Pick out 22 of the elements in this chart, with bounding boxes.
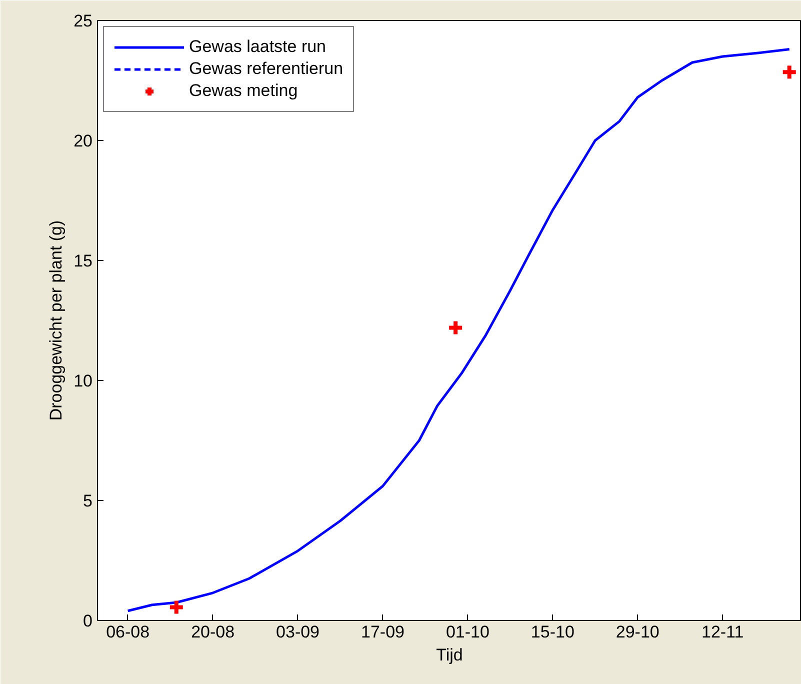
y-tick-label: 5 — [83, 492, 93, 510]
x-tick-label: 06-08 — [106, 622, 150, 642]
y-tick-label: 25 — [74, 12, 93, 30]
x-tick-label: 20-08 — [191, 622, 235, 642]
x-tick-label: 03-09 — [276, 622, 320, 642]
x-tick-label: 29-10 — [616, 622, 660, 642]
y-tick-label: 10 — [74, 372, 93, 390]
x-tick-label: 01-10 — [446, 622, 490, 642]
x-tick-label: 17-09 — [361, 622, 404, 642]
y-tick-label: 20 — [74, 132, 93, 150]
y-tick-label: 0 — [83, 612, 93, 630]
x-tick-label: 12-11 — [701, 622, 744, 642]
y-axis-title: Drooggewicht per plant (g) — [46, 220, 66, 421]
x-axis-title: Tijd — [436, 646, 463, 664]
x-tick-label: 15-10 — [530, 622, 574, 642]
point — [168, 598, 185, 616]
y-tick-label: 15 — [74, 252, 93, 270]
point — [447, 319, 464, 336]
legend-label: Gewas referentierun — [189, 59, 344, 79]
legend-label: Gewas meting — [189, 81, 298, 101]
legend-label: Gewas laatste run — [189, 37, 326, 57]
point — [780, 64, 798, 81]
